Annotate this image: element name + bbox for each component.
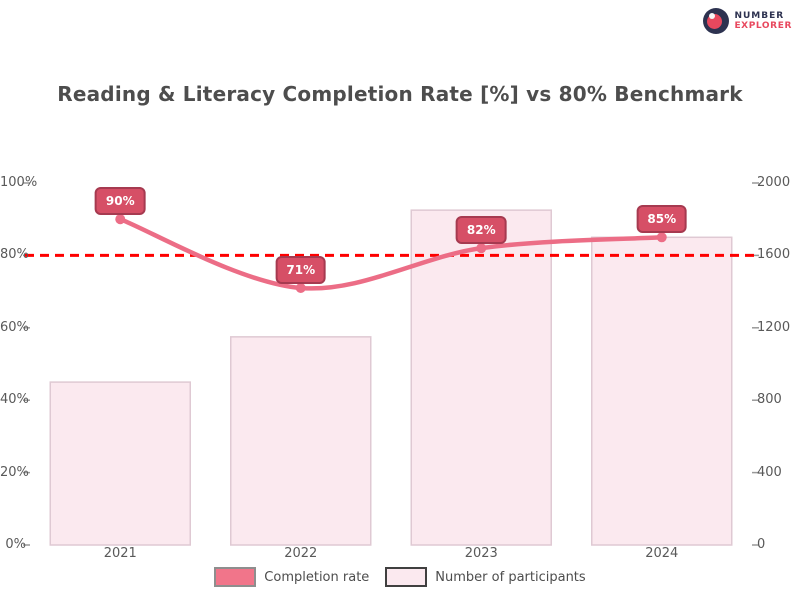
data-label-badge: 82%	[455, 216, 507, 245]
trend-line	[118, 216, 664, 291]
right-tick-label: 2000	[757, 175, 791, 190]
left-tick-label: 60%	[0, 319, 29, 335]
bar-2024	[591, 236, 733, 546]
legend-label: Completion rate	[264, 569, 370, 585]
right-tick-label: 0	[757, 537, 766, 552]
x-category-label: 2023	[464, 546, 498, 561]
logo: NUMBER EXPLORER	[703, 8, 792, 34]
line-marker-2022	[295, 282, 306, 293]
data-label-badge: 71%	[275, 255, 327, 284]
left-tick-label: 20%	[0, 464, 29, 480]
data-label-badge: 90%	[94, 187, 146, 216]
data-label-badge: 85%	[636, 205, 688, 234]
line-marker-2023	[476, 243, 487, 254]
x-category-label: 2021	[103, 546, 137, 561]
legend-item-1[interactable]: Number of participants	[385, 567, 586, 587]
logo-line1: NUMBER	[734, 10, 785, 21]
bar-2023	[410, 209, 552, 546]
line-marker-2021	[115, 214, 126, 225]
logo-circle-icon	[703, 8, 730, 34]
legend: Completion rate Number of participants	[0, 567, 800, 587]
left-tick-label: 100%	[0, 175, 38, 190]
legend-swatch	[214, 567, 257, 587]
legend-swatch	[385, 567, 428, 587]
x-category-label: 2024	[645, 546, 679, 561]
left-tick-label: 40%	[0, 392, 29, 408]
right-tick-label: 800	[757, 392, 782, 408]
legend-item-0[interactable]: Completion rate	[214, 567, 369, 587]
left-tick-label: 0%	[5, 537, 26, 552]
x-category-label: 2022	[284, 546, 318, 561]
chart-title: Reading & Literacy Completion Rate [%] v…	[57, 82, 743, 106]
right-tick-label: 1200	[757, 319, 791, 335]
right-tick-label: 400	[757, 464, 782, 480]
legend-label: Number of participants	[435, 569, 586, 585]
left-tick-label: 80%	[0, 247, 29, 263]
logo-line2: EXPLORER	[734, 21, 792, 31]
bar-2021	[49, 381, 191, 546]
logo-text: NUMBER EXPLORER	[734, 11, 792, 32]
right-tick-label: 1600	[757, 247, 791, 263]
line-marker-2024	[656, 232, 667, 243]
bar-2022	[230, 336, 372, 546]
